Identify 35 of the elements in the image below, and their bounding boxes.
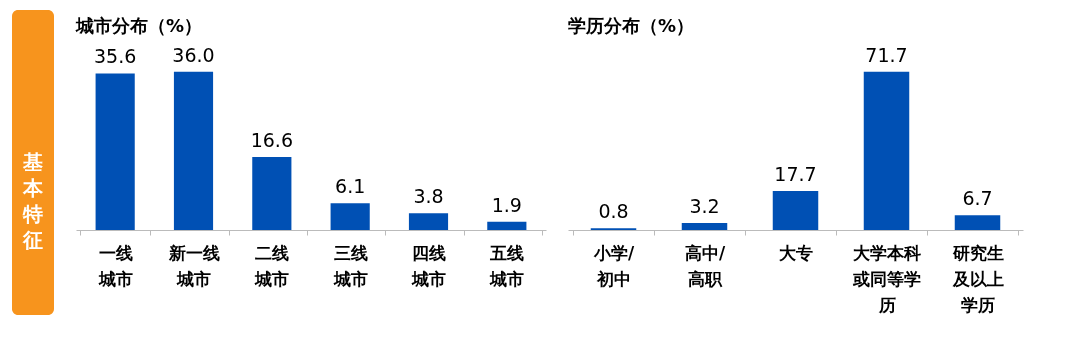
x-tick-label: 大专	[779, 242, 813, 263]
data-label: 35.6	[94, 45, 137, 68]
bar	[408, 213, 449, 230]
data-label: 6.1	[335, 175, 366, 198]
chart-title: 学历分布（%）	[568, 15, 695, 36]
text: 基本特征	[22, 149, 44, 252]
data-label: 3.2	[689, 194, 720, 217]
bar	[95, 73, 135, 230]
data-label: 6.7	[962, 187, 993, 210]
x-tick-label: 五线城市	[489, 242, 525, 289]
chart-title: 城市分布（%）	[75, 15, 203, 36]
data-label: 0.8	[598, 200, 629, 223]
bar	[681, 222, 728, 230]
x-tick-label: 研究生及以上学历	[951, 242, 1004, 315]
bar	[252, 156, 292, 230]
x-tick-label: 新一线城市	[167, 242, 220, 289]
data-label: 17.7	[774, 162, 817, 185]
x-tick-label: 小学/初中	[592, 242, 635, 289]
x-tick-label: 大学本科或同等学历	[852, 242, 921, 315]
data-label: 1.9	[491, 193, 522, 216]
bar	[772, 190, 819, 230]
data-label: 71.7	[865, 43, 908, 66]
x-tick-label: 高中/高职	[684, 242, 726, 289]
data-label: 36.0	[172, 43, 215, 66]
bar	[173, 71, 214, 230]
bar	[863, 71, 910, 230]
bar	[330, 203, 370, 230]
x-tick-label: 四线城市	[411, 242, 446, 289]
x-tick-label: 一线城市	[97, 242, 133, 289]
x-tick-label: 二线城市	[254, 242, 290, 289]
bar	[487, 221, 527, 230]
data-label: 3.8	[413, 185, 444, 208]
x-tick-label: 三线城市	[332, 242, 368, 289]
data-label: 16.6	[250, 128, 293, 151]
bar	[954, 215, 1001, 230]
